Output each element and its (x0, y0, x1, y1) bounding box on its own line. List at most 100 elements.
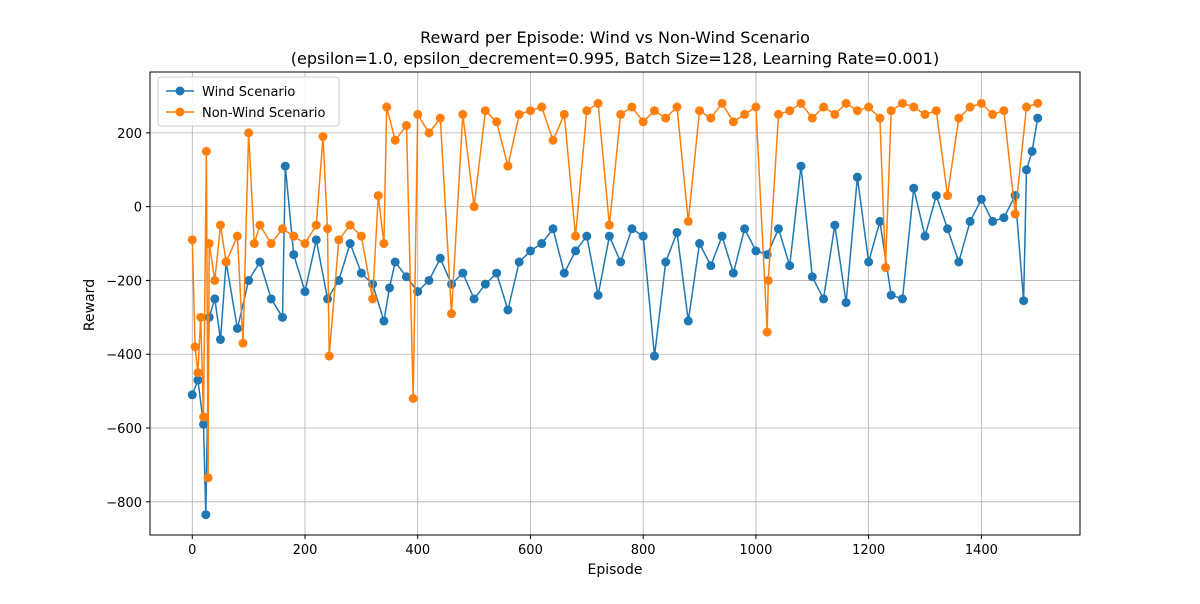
y-tick-label: −800 (106, 496, 142, 511)
data-point (763, 275, 773, 285)
data-point (582, 106, 592, 116)
data-point (390, 257, 400, 267)
data-point (706, 261, 716, 271)
data-point (931, 191, 941, 201)
data-point (864, 102, 874, 112)
data-point (999, 106, 1009, 116)
data-point (232, 231, 242, 241)
legend-label-wind: Wind Scenario (202, 85, 295, 100)
data-point (525, 246, 535, 256)
data-point (841, 298, 851, 308)
legend-marker-wind (175, 86, 185, 96)
data-point (717, 231, 727, 241)
data-point (311, 220, 321, 230)
data-point (559, 268, 569, 278)
data-point (435, 113, 445, 123)
data-point (604, 231, 614, 241)
plot-frame (149, 71, 1081, 536)
data-point (672, 102, 682, 112)
data-point (469, 202, 479, 212)
data-point (266, 294, 276, 304)
data-point (424, 275, 434, 285)
data-point (323, 294, 333, 304)
data-point (649, 351, 659, 361)
chart-title: Reward per Episode: Wind vs Non-Wind Sce… (420, 28, 810, 47)
series-non-wind (187, 98, 1043, 483)
data-point (988, 216, 998, 226)
data-point (187, 235, 197, 245)
y-tick-label: 0 (134, 201, 142, 216)
data-point (762, 327, 772, 337)
data-point (492, 268, 502, 278)
y-tick-label: −400 (106, 348, 142, 363)
data-point (785, 261, 795, 271)
data-point (413, 109, 423, 119)
data-point (356, 268, 366, 278)
data-point (627, 102, 637, 112)
data-point (773, 109, 783, 119)
data-point (379, 316, 389, 326)
data-point (187, 390, 197, 400)
data-point (954, 257, 964, 267)
data-point (943, 224, 953, 234)
data-point (695, 106, 705, 116)
data-point (215, 220, 225, 230)
data-point (390, 135, 400, 145)
data-point (300, 239, 310, 249)
data-point (852, 106, 862, 116)
data-point (875, 113, 885, 123)
x-tick-label: 1200 (852, 543, 885, 558)
data-point (196, 312, 206, 322)
data-point (1019, 296, 1029, 306)
data-point (311, 235, 321, 245)
data-point (458, 268, 468, 278)
x-tick-label: 1000 (739, 543, 772, 558)
data-point (379, 239, 389, 249)
data-point (638, 231, 648, 241)
data-point (897, 98, 907, 108)
data-point (1010, 191, 1020, 201)
data-point (819, 102, 829, 112)
data-point (401, 120, 411, 130)
data-point (424, 128, 434, 138)
data-point (616, 257, 626, 267)
data-point (864, 257, 874, 267)
data-point (199, 412, 209, 422)
y-tick-label: −600 (106, 422, 142, 437)
data-point (277, 312, 287, 322)
data-point (582, 231, 592, 241)
data-point (324, 351, 334, 361)
legend-label-nonwind: Non-Wind Scenario (202, 106, 325, 121)
data-point (638, 117, 648, 127)
data-point (469, 294, 479, 304)
data-point (215, 334, 225, 344)
x-tick-label: 1400 (965, 543, 998, 558)
data-point (249, 239, 259, 249)
data-point (300, 287, 310, 297)
data-point (886, 106, 896, 116)
data-point (368, 294, 378, 304)
data-point (807, 272, 817, 282)
y-tick-label: −200 (106, 274, 142, 289)
data-point (830, 109, 840, 119)
data-point (661, 113, 671, 123)
x-tick-label: 600 (518, 543, 543, 558)
data-point (954, 113, 964, 123)
data-point (201, 510, 211, 520)
data-point (280, 161, 290, 171)
chart-subtitle: (epsilon=1.0, epsilon_decrement=0.995, B… (291, 49, 939, 69)
data-point (875, 216, 885, 226)
data-point (204, 239, 214, 249)
data-point (458, 109, 468, 119)
data-point (537, 102, 547, 112)
data-point (852, 172, 862, 182)
data-point (401, 272, 411, 282)
data-point (255, 257, 265, 267)
data-point (683, 316, 693, 326)
data-point (728, 117, 738, 127)
data-point (514, 257, 524, 267)
legend: Wind Scenario Non-Wind Scenario (157, 76, 340, 127)
x-tick-label: 400 (405, 543, 430, 558)
data-point (480, 279, 490, 289)
data-point (943, 191, 953, 201)
